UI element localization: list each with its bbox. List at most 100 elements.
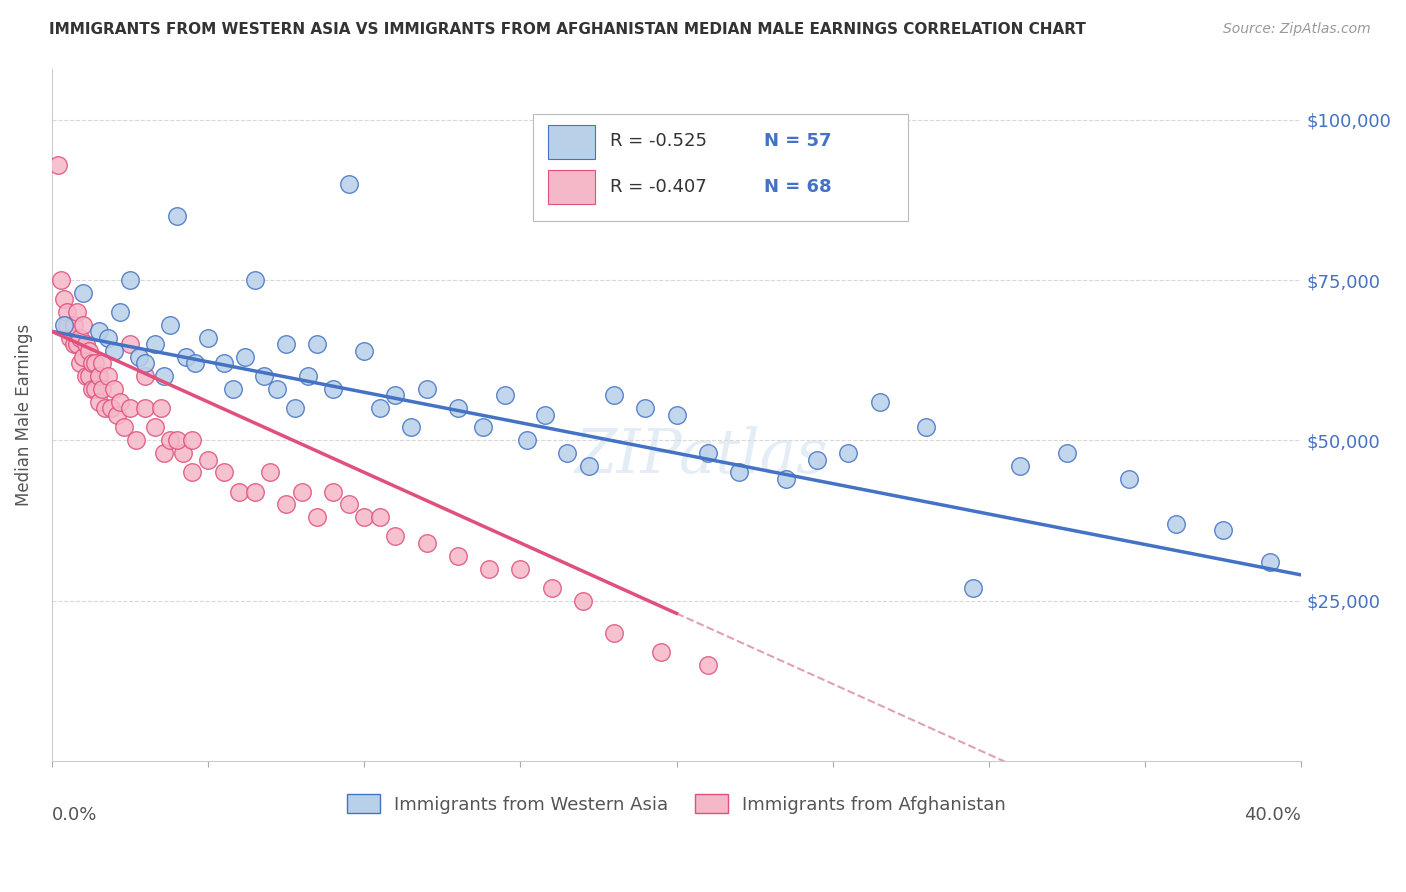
Point xyxy=(75,369,97,384)
Point xyxy=(322,484,344,499)
Point xyxy=(53,318,76,332)
Point xyxy=(222,382,245,396)
Point xyxy=(181,466,204,480)
Text: N = 57: N = 57 xyxy=(763,132,831,150)
Point xyxy=(1056,446,1078,460)
Point xyxy=(166,209,188,223)
Point xyxy=(46,158,69,172)
Point xyxy=(77,369,100,384)
Point xyxy=(806,452,828,467)
Point xyxy=(665,408,688,422)
Point xyxy=(603,388,626,402)
Point xyxy=(266,382,288,396)
Point xyxy=(59,331,82,345)
Point xyxy=(634,401,657,416)
Point xyxy=(578,458,600,473)
Point xyxy=(243,273,266,287)
Text: Source: ZipAtlas.com: Source: ZipAtlas.com xyxy=(1223,22,1371,37)
Point xyxy=(274,337,297,351)
Point xyxy=(447,401,470,416)
Point xyxy=(384,388,406,402)
Point xyxy=(253,369,276,384)
Point xyxy=(307,337,329,351)
Point xyxy=(259,466,281,480)
Point xyxy=(84,356,107,370)
Point xyxy=(516,434,538,448)
Point xyxy=(110,305,132,319)
Text: R = -0.525: R = -0.525 xyxy=(610,132,707,150)
Point xyxy=(1118,472,1140,486)
Point xyxy=(540,581,562,595)
Point xyxy=(353,343,375,358)
Point xyxy=(1166,516,1188,531)
Point xyxy=(82,356,104,370)
Point xyxy=(728,466,751,480)
Point xyxy=(125,434,148,448)
Point xyxy=(97,369,120,384)
Point xyxy=(415,536,437,550)
Point xyxy=(447,549,470,563)
Point xyxy=(62,318,84,332)
Point xyxy=(143,337,166,351)
Point xyxy=(291,484,314,499)
Point xyxy=(159,318,181,332)
Point xyxy=(134,356,156,370)
Point xyxy=(509,561,531,575)
Text: 0.0%: 0.0% xyxy=(52,805,97,824)
Text: ZIPatlas: ZIPatlas xyxy=(575,426,828,486)
Point xyxy=(118,337,141,351)
Point xyxy=(66,337,89,351)
Y-axis label: Median Male Earnings: Median Male Earnings xyxy=(15,324,32,506)
Point xyxy=(153,446,176,460)
Legend: Immigrants from Western Asia, Immigrants from Afghanistan: Immigrants from Western Asia, Immigrants… xyxy=(340,788,1014,821)
Text: N = 68: N = 68 xyxy=(763,178,831,196)
Point xyxy=(235,350,257,364)
Point xyxy=(87,369,110,384)
Point xyxy=(297,369,319,384)
Point xyxy=(118,273,141,287)
Point xyxy=(87,395,110,409)
Point xyxy=(69,356,91,370)
Point xyxy=(84,382,107,396)
Point xyxy=(53,293,76,307)
Point xyxy=(572,593,595,607)
Text: IMMIGRANTS FROM WESTERN ASIA VS IMMIGRANTS FROM AFGHANISTAN MEDIAN MALE EARNINGS: IMMIGRANTS FROM WESTERN ASIA VS IMMIGRAN… xyxy=(49,22,1085,37)
Point xyxy=(197,331,219,345)
Point xyxy=(650,645,672,659)
Point xyxy=(90,382,112,396)
Point xyxy=(337,497,360,511)
Point xyxy=(1010,458,1032,473)
Point xyxy=(103,343,125,358)
Point xyxy=(134,401,156,416)
Point xyxy=(322,382,344,396)
Point xyxy=(184,356,207,370)
Point xyxy=(172,446,194,460)
Point xyxy=(415,382,437,396)
Point xyxy=(212,356,235,370)
Point xyxy=(181,434,204,448)
Point xyxy=(478,561,501,575)
Point xyxy=(105,408,128,422)
Point xyxy=(77,343,100,358)
Point xyxy=(128,350,150,364)
Point xyxy=(399,420,422,434)
Point xyxy=(353,510,375,524)
Point xyxy=(494,388,516,402)
Text: 40.0%: 40.0% xyxy=(1244,805,1302,824)
Point xyxy=(603,625,626,640)
Point xyxy=(143,420,166,434)
Point xyxy=(962,581,984,595)
Point xyxy=(384,529,406,543)
Point xyxy=(159,434,181,448)
FancyBboxPatch shape xyxy=(533,113,908,221)
Point xyxy=(66,305,89,319)
Point xyxy=(94,401,117,416)
Point xyxy=(56,305,79,319)
Point xyxy=(274,497,297,511)
Point xyxy=(150,401,173,416)
Point xyxy=(837,446,859,460)
Point xyxy=(72,350,94,364)
Point xyxy=(1212,523,1234,537)
Point xyxy=(56,318,79,332)
Point xyxy=(69,331,91,345)
